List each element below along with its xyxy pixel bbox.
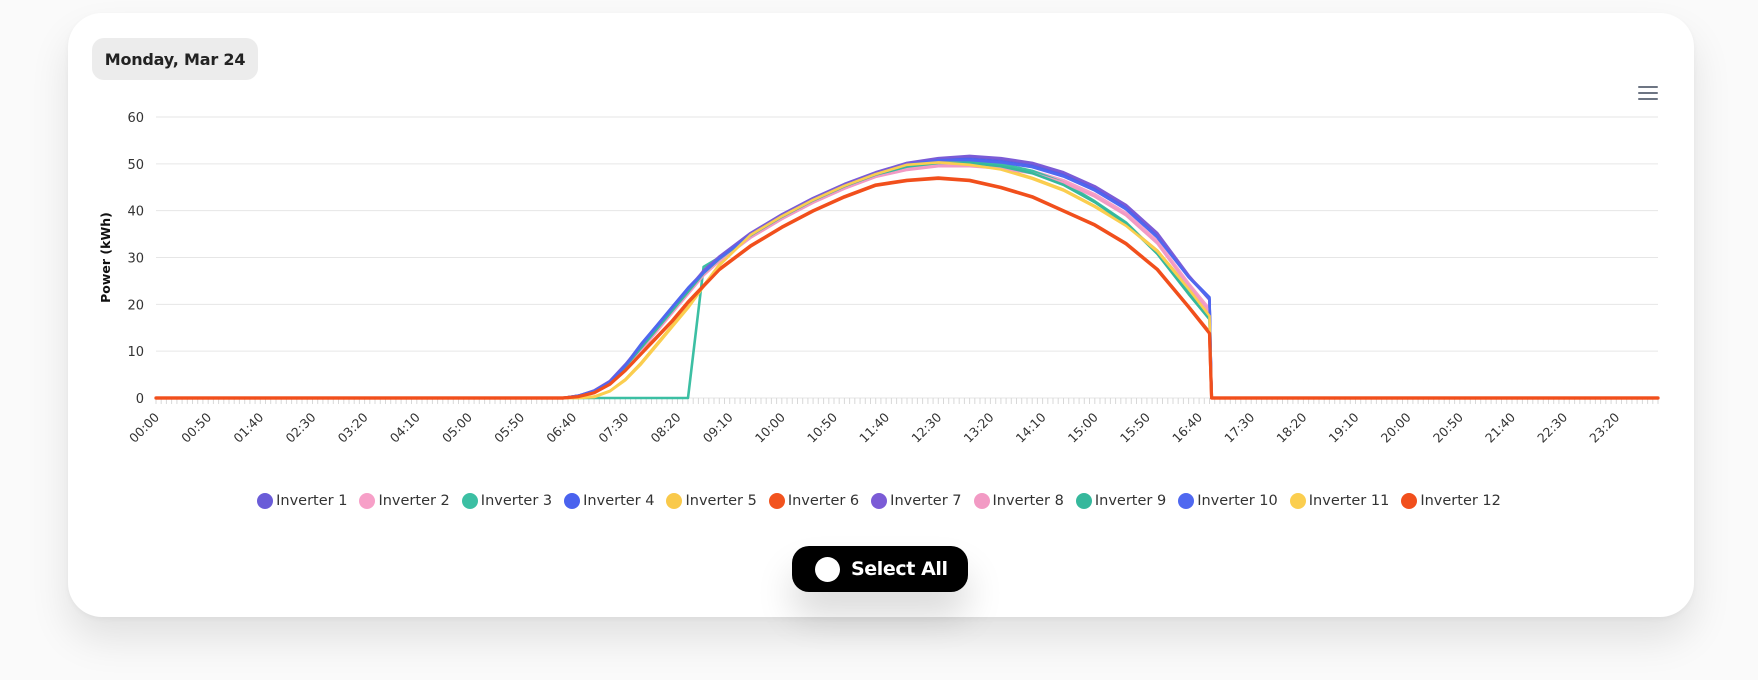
legend-label: Inverter 8 [992, 493, 1064, 509]
legend-label: Inverter 6 [787, 493, 860, 509]
series-line-inverter-1 [154, 155, 1660, 400]
legend-item-inverter-3[interactable]: Inverter 3 [461, 493, 553, 509]
legend-marker [768, 493, 785, 509]
legend-label: Inverter 11 [1308, 493, 1390, 509]
legend-item-inverter-7[interactable]: Inverter 7 [871, 493, 962, 509]
x-tick-label: 09:10 [700, 409, 736, 445]
legend-marker [973, 493, 990, 509]
legend-marker [564, 493, 581, 509]
menu-bar [1638, 98, 1658, 100]
legend-item-inverter-11[interactable]: Inverter 11 [1289, 493, 1390, 509]
series-line-inverter-11 [154, 161, 1660, 400]
y-axis-title: Power (kWh) [98, 212, 113, 303]
x-tick-label: 11:40 [856, 409, 892, 445]
legend-label: Inverter 12 [1420, 493, 1501, 509]
series-line-inverter-2 [154, 162, 1660, 400]
x-tick-label: 14:10 [1013, 409, 1049, 445]
legend-item-inverter-10[interactable]: Inverter 10 [1178, 493, 1278, 509]
series-line-inverter-10 [154, 158, 1660, 400]
series-line-inverter-8 [154, 164, 1660, 400]
x-tick-label: 06:40 [543, 409, 579, 445]
x-tick-label: 13:20 [960, 409, 996, 445]
y-tick-label: 50 [127, 158, 144, 173]
chart-card [68, 13, 1694, 617]
legend-label: Inverter 2 [378, 493, 450, 509]
y-tick-label: 30 [127, 252, 144, 267]
select-all-label: Select All [851, 558, 948, 580]
x-tick-label: 10:50 [804, 409, 840, 445]
x-tick-label: 04:10 [387, 409, 423, 445]
x-tick-label: 00:00 [126, 409, 162, 445]
legend-label: Inverter 10 [1197, 493, 1278, 509]
x-tick-label: 20:50 [1430, 409, 1466, 445]
series-line-inverter-4 [154, 157, 1660, 400]
x-tick-label: 00:50 [178, 409, 214, 445]
x-tick-label: 15:50 [1117, 409, 1153, 445]
legend-item-inverter-9[interactable]: Inverter 9 [1075, 493, 1167, 509]
series-line-inverter-12 [154, 176, 1660, 400]
series-line-inverter-7 [154, 154, 1660, 400]
legend-label: Inverter 7 [890, 493, 962, 509]
x-tick-label: 03:20 [335, 409, 371, 445]
x-tick-label: 23:20 [1586, 409, 1622, 445]
legend-item-inverter-12[interactable]: Inverter 12 [1401, 493, 1501, 509]
power-line-chart: 0 10 20 30 40 50 60 Power (kWh) 00:00 00:50 01:40 0… [98, 111, 1660, 446]
legend-label: Inverter 5 [685, 493, 757, 509]
legend-marker [1401, 493, 1418, 509]
x-tick-label: 10:00 [752, 409, 788, 445]
legend-marker [461, 493, 478, 509]
y-tick-label: 0 [136, 392, 144, 407]
x-tick-label: 02:30 [282, 409, 318, 445]
legend-item-inverter-4[interactable]: Inverter 4 [564, 493, 654, 509]
x-tick-label: 15:00 [1065, 409, 1101, 445]
x-tick-label: 05:00 [439, 409, 475, 445]
y-tick-label: 40 [127, 205, 144, 220]
legend-label: Inverter 1 [276, 493, 348, 509]
series-line-inverter-9 [154, 161, 1660, 400]
x-minor-ticks [155, 398, 1659, 404]
series-line-inverter-5 [154, 160, 1660, 400]
x-tick-label: 08:20 [648, 409, 684, 445]
legend-marker [871, 493, 888, 509]
legend-label: Inverter 4 [583, 493, 655, 509]
toggle-circle-icon [815, 556, 840, 582]
y-tick-label: 20 [127, 298, 144, 313]
legend-label: Inverter 3 [480, 493, 553, 509]
series-line-inverter-3 [154, 160, 1660, 400]
x-tick-label: 18:20 [1273, 409, 1309, 445]
date-badge: Monday, Mar 24 [92, 38, 258, 80]
legend-item-inverter-2[interactable]: Inverter 2 [359, 493, 450, 509]
x-tick-label: 21:40 [1482, 409, 1518, 445]
legend-item-inverter-1[interactable]: Inverter 1 [257, 493, 347, 509]
select-all-button[interactable]: Select All [792, 546, 968, 592]
chart-legend: Inverter 1 Inverter 2 Inverter 3 Inverter 4… [0, 488, 1758, 514]
legend-item-inverter-8[interactable]: Inverter 8 [973, 493, 1064, 509]
legend-item-inverter-5[interactable]: Inverter 5 [666, 493, 757, 509]
legend-label: Inverter 9 [1094, 493, 1167, 509]
x-tick-label: 12:30 [908, 409, 944, 445]
legend-marker [1075, 493, 1092, 509]
x-tick-label: 07:30 [595, 409, 631, 445]
x-tick-label: 16:40 [1169, 409, 1205, 445]
legend-marker [666, 493, 683, 509]
legend-marker [359, 493, 376, 509]
legend-marker [1289, 493, 1306, 509]
legend-item-inverter-6[interactable]: Inverter 6 [768, 493, 860, 509]
y-tick-label: 10 [127, 345, 144, 360]
x-tick-label: 19:10 [1326, 409, 1362, 445]
y-tick-label: 60 [127, 111, 144, 126]
x-tick-label: 01:40 [230, 409, 266, 445]
x-tick-label: 05:50 [491, 409, 527, 445]
x-tick-label: 22:30 [1534, 409, 1570, 445]
legend-marker [1178, 493, 1195, 509]
x-tick-label: 20:00 [1378, 409, 1414, 445]
menu-bar [1638, 86, 1658, 88]
hamburger-menu-icon[interactable] [1638, 86, 1658, 102]
x-tick-label: 17:30 [1221, 409, 1257, 445]
legend-marker [257, 493, 274, 509]
menu-bar [1638, 92, 1658, 94]
